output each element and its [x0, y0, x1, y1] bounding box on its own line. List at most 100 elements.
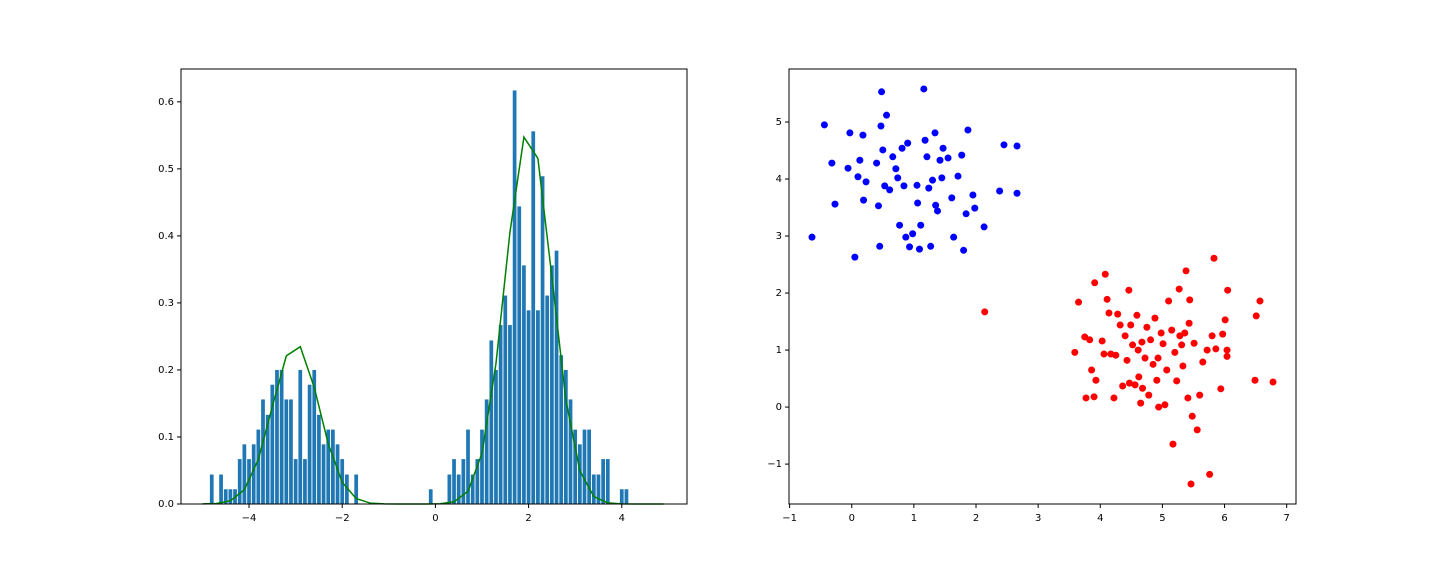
point [1157, 329, 1165, 337]
bar [624, 489, 629, 504]
bar [540, 176, 545, 504]
point [904, 139, 912, 147]
point [873, 159, 881, 167]
point [1175, 285, 1183, 293]
point [1203, 346, 1211, 354]
point [1147, 336, 1155, 344]
point [1100, 350, 1108, 358]
point [921, 136, 929, 144]
point [996, 187, 1004, 195]
point [1219, 330, 1227, 338]
point [1013, 189, 1021, 197]
point [936, 156, 944, 164]
point [859, 131, 867, 139]
bar [489, 340, 494, 504]
axes-frame [180, 68, 688, 505]
point [898, 144, 906, 152]
point [1088, 366, 1096, 374]
point [1143, 323, 1151, 331]
point [1103, 295, 1111, 303]
bar [577, 444, 582, 504]
point [1159, 340, 1167, 348]
point [1165, 297, 1173, 305]
point [881, 182, 889, 190]
bar [317, 414, 321, 504]
point [883, 111, 891, 119]
bar [237, 459, 242, 504]
bar [354, 474, 359, 504]
x-tick-label: 3 [1035, 513, 1041, 524]
point [1145, 391, 1153, 399]
point [844, 164, 852, 172]
point [874, 202, 882, 210]
point [1193, 426, 1201, 434]
x-tick-label: −2 [335, 513, 350, 524]
bar [559, 355, 564, 504]
point [913, 181, 921, 189]
point [1173, 377, 1181, 385]
point [927, 242, 935, 250]
bar [321, 444, 326, 504]
point [1134, 346, 1142, 354]
x-tick-label: −1 [782, 513, 797, 524]
point [980, 223, 988, 231]
point [906, 243, 914, 251]
point [879, 146, 887, 154]
point [1110, 394, 1118, 402]
point [1133, 311, 1141, 319]
point [856, 156, 864, 164]
point [1256, 297, 1264, 305]
axes: −4 −2 0 2 4 0.0 0.1 0.2 0.3 0.4 0.5 0.6 [158, 68, 688, 524]
point [854, 173, 862, 181]
point [1217, 385, 1225, 393]
point [1114, 310, 1122, 318]
point [950, 233, 958, 241]
point [1116, 321, 1124, 329]
bar [428, 489, 433, 504]
bar [251, 444, 256, 504]
point [1086, 336, 1094, 344]
bar [475, 459, 480, 504]
point [1168, 326, 1176, 334]
y-tick-label: 1 [776, 345, 782, 356]
point [1125, 286, 1133, 294]
point [981, 308, 989, 316]
bar [545, 295, 550, 504]
point [878, 88, 886, 96]
point [1206, 470, 1214, 478]
x-tick-label: 0 [432, 513, 438, 524]
point [1178, 341, 1186, 349]
y-tick-label: 0.2 [158, 365, 174, 376]
bar [298, 369, 303, 504]
bar [601, 459, 605, 504]
point [931, 129, 939, 137]
point [939, 144, 947, 152]
axes: −1 0 1 2 3 4 5 6 7 −1 0 1 2 3 4 5 [767, 68, 1297, 524]
point [1188, 412, 1196, 420]
point [920, 85, 928, 93]
bar [563, 369, 568, 504]
bar [293, 459, 298, 504]
bar [326, 429, 331, 504]
point [808, 233, 816, 241]
bar [466, 429, 470, 504]
point [1212, 345, 1220, 353]
x-tick-label: 4 [619, 513, 625, 524]
point [1199, 358, 1207, 366]
y-tick-label: −1 [767, 459, 782, 470]
point [1163, 366, 1171, 374]
point [1184, 394, 1192, 402]
point [962, 210, 970, 218]
bar [223, 489, 228, 504]
bar [605, 459, 610, 504]
bar [447, 474, 452, 504]
bar [484, 399, 489, 504]
bar [619, 489, 624, 504]
point [896, 221, 904, 229]
y-tick-label: 0.4 [158, 231, 174, 242]
point [1185, 319, 1193, 327]
y-tick-label: 5 [776, 117, 782, 128]
point [1092, 376, 1100, 384]
point [828, 159, 836, 167]
